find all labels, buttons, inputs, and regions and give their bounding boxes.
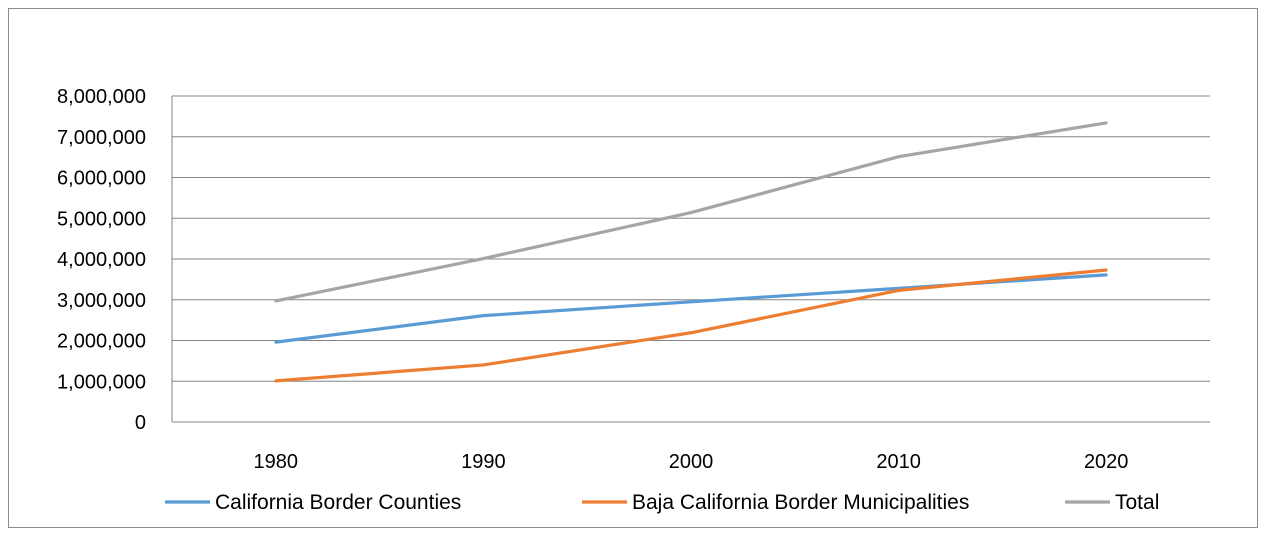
y-tick-label-5: 5,000,000 [57,208,146,230]
legend-label-2: Total [1115,491,1159,514]
data-point-0-1 [481,314,485,318]
y-tick-label-8: 8,000,000 [57,86,146,108]
x-tick-label-2020: 2020 [1084,451,1129,473]
legend-label-1: Baja California Border Municipalities [632,491,969,514]
data-point-2-0 [274,299,278,303]
data-point-1-0 [274,379,278,383]
x-tick-label-2010: 2010 [876,451,921,473]
y-tick-label-1: 1,000,000 [57,371,146,393]
data-point-0-2 [689,300,693,304]
data-point-0-4 [1104,273,1108,277]
y-tick-label-7: 7,000,000 [57,127,146,149]
x-tick-label-2000: 2000 [669,451,714,473]
legend-label-0: California Border Counties [215,491,461,514]
chart-frame [8,8,1258,528]
data-point-2-2 [689,211,693,215]
data-point-2-4 [1104,121,1108,125]
data-point-1-4 [1104,268,1108,272]
data-point-1-2 [689,331,693,335]
y-tick-label-2: 2,000,000 [57,331,146,353]
data-point-0-0 [274,340,278,344]
y-tick-label-3: 3,000,000 [57,290,146,312]
data-point-1-1 [481,363,485,367]
y-axis-tick-labels: 0 1,000,000 2,000,000 3,000,000 4,000,000 5,0… [57,86,146,434]
x-tick-label-1990: 1990 [461,451,506,473]
y-tick-label-6: 6,000,000 [57,168,146,190]
data-point-2-3 [897,155,901,159]
legend: California Border Counties Baja Californi… [165,491,1159,514]
gridlines [172,95,1210,382]
x-tick-label-1980: 1980 [254,451,299,473]
series-lines [274,121,1108,383]
y-tick-label-4: 4,000,000 [57,249,146,271]
data-point-2-1 [481,257,485,261]
x-axis-tick-labels: 1980 1990 2000 2010 2020 [254,451,1129,473]
y-tick-label-0: 0 [135,412,146,434]
axes [171,96,1210,423]
data-point-1-3 [897,288,901,292]
